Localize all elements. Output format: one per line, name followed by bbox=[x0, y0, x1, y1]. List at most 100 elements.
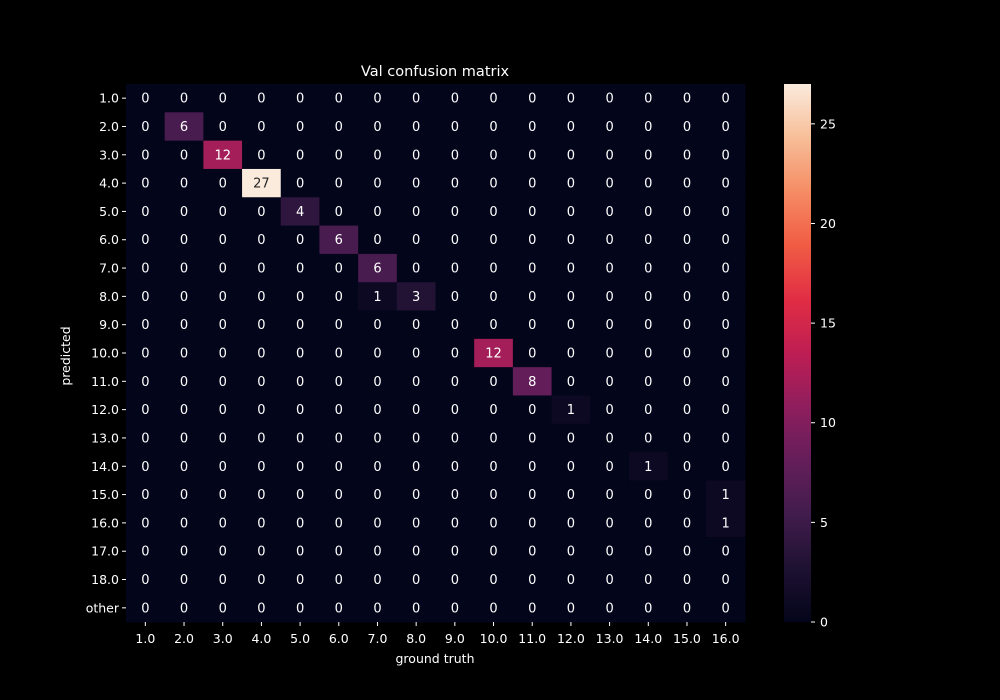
cell-value-label: 0 bbox=[412, 431, 420, 446]
heatmap-cell bbox=[474, 452, 514, 481]
heatmap-cell bbox=[164, 367, 204, 396]
heatmap-cell bbox=[551, 168, 591, 198]
cell-value-label: 3 bbox=[412, 290, 420, 305]
cell-value-label: 0 bbox=[451, 148, 459, 163]
heatmap-cell bbox=[435, 282, 475, 312]
cell-value-label: 0 bbox=[180, 92, 188, 107]
heatmap-cell bbox=[551, 508, 591, 538]
heatmap-cell bbox=[280, 338, 320, 368]
heatmap-cell bbox=[435, 253, 475, 283]
cell-value-label: 0 bbox=[528, 460, 536, 475]
cell-value-label: 0 bbox=[296, 92, 304, 107]
cell-value-label: 0 bbox=[451, 347, 459, 362]
cell-value-label: 0 bbox=[451, 290, 459, 305]
cell-value-label: 0 bbox=[412, 233, 420, 248]
cell-value-label: 0 bbox=[605, 318, 613, 333]
cell-value-label: 0 bbox=[683, 516, 691, 531]
heatmap-cell bbox=[512, 338, 553, 368]
cell-value-label: 0 bbox=[373, 601, 381, 616]
cell-value-label: 0 bbox=[451, 516, 459, 531]
heatmap-cell bbox=[319, 423, 359, 453]
cell-value-label: 0 bbox=[605, 262, 613, 277]
x-tick-label: 5.0 bbox=[290, 631, 310, 646]
cell-value-label: 0 bbox=[528, 488, 536, 503]
heatmap-cell bbox=[628, 282, 669, 312]
heatmap-cell bbox=[280, 480, 320, 510]
heatmap-cell bbox=[512, 282, 553, 312]
cell-value-label: 0 bbox=[683, 347, 691, 362]
cell-value-label: 0 bbox=[296, 375, 304, 390]
heatmap-cell bbox=[667, 367, 707, 396]
cell-value-label: 0 bbox=[489, 318, 497, 333]
heatmap-cell bbox=[628, 593, 669, 623]
heatmap-cell bbox=[280, 565, 320, 595]
heatmap-cell bbox=[435, 112, 475, 142]
colorbar-tick-label: 0 bbox=[820, 615, 828, 630]
heatmap-cell bbox=[358, 84, 398, 113]
cell-value-label: 0 bbox=[605, 347, 613, 362]
cell-value-label: 0 bbox=[644, 148, 652, 163]
cell-value-label: 0 bbox=[412, 516, 420, 531]
x-tick-label: 4.0 bbox=[251, 631, 271, 646]
heatmap-cell bbox=[706, 253, 746, 283]
heatmap-cell bbox=[667, 84, 707, 113]
heatmap-cell bbox=[319, 140, 359, 170]
heatmap-cell bbox=[358, 197, 398, 227]
heatmap-cell bbox=[319, 565, 359, 595]
y-tick-label: 5.0 bbox=[99, 204, 119, 219]
chart-title: Val confusion matrix bbox=[361, 64, 510, 80]
cell-value-label: 0 bbox=[219, 403, 227, 418]
heatmap-cell bbox=[667, 310, 707, 340]
cell-value-label: 0 bbox=[644, 545, 652, 560]
cell-value-label: 0 bbox=[296, 460, 304, 475]
heatmap-cell bbox=[628, 253, 669, 283]
cell-value-label: 0 bbox=[451, 177, 459, 192]
heatmap-cell bbox=[512, 197, 553, 227]
cell-value-label: 0 bbox=[605, 233, 613, 248]
cell-value-label: 0 bbox=[180, 516, 188, 531]
heatmap-cell bbox=[242, 452, 282, 481]
cell-value-label: 0 bbox=[722, 205, 730, 220]
heatmap-cell bbox=[126, 140, 166, 170]
cell-value-label: 0 bbox=[335, 545, 343, 560]
cell-value-label: 0 bbox=[335, 488, 343, 503]
heatmap-cell bbox=[551, 112, 591, 142]
cell-value-label: 0 bbox=[489, 290, 497, 305]
cell-value-label: 0 bbox=[489, 205, 497, 220]
y-tick-label: 16.0 bbox=[91, 515, 119, 530]
heatmap-cell bbox=[319, 508, 359, 538]
heatmap-cell bbox=[706, 112, 746, 142]
cell-value-label: 0 bbox=[296, 120, 304, 135]
cell-value-label: 0 bbox=[257, 347, 265, 362]
heatmap-cell bbox=[319, 84, 359, 113]
cell-value-label: 0 bbox=[257, 431, 265, 446]
heatmap-cell bbox=[628, 565, 669, 595]
heatmap-cell bbox=[358, 480, 398, 510]
cell-value-label: 0 bbox=[489, 177, 497, 192]
cell-value-label: 0 bbox=[180, 205, 188, 220]
cell-value-label: 0 bbox=[335, 375, 343, 390]
cell-value-label: 0 bbox=[605, 375, 613, 390]
heatmap-cell bbox=[242, 480, 282, 510]
cell-value-label: 0 bbox=[683, 318, 691, 333]
heatmap-cell bbox=[435, 338, 475, 368]
heatmap-cell bbox=[203, 423, 243, 453]
heatmap-cell bbox=[667, 168, 707, 198]
heatmap-cell bbox=[280, 225, 320, 255]
cell-value-label: 0 bbox=[257, 290, 265, 305]
heatmap-cell bbox=[396, 508, 436, 538]
y-tick-label: 1.0 bbox=[99, 91, 119, 106]
heatmap-cell bbox=[203, 282, 243, 312]
cell-value-label: 0 bbox=[141, 347, 149, 362]
heatmap-cell bbox=[358, 452, 398, 481]
y-tick-label: 18.0 bbox=[91, 572, 119, 587]
cell-value-label: 0 bbox=[528, 431, 536, 446]
x-tick-label: 12.0 bbox=[557, 631, 585, 646]
heatmap-cell bbox=[164, 395, 204, 425]
cell-value-label: 0 bbox=[605, 148, 613, 163]
heatmap-cell bbox=[358, 282, 398, 312]
heatmap-cell bbox=[242, 310, 282, 340]
cell-value-label: 0 bbox=[722, 262, 730, 277]
cell-value-label: 0 bbox=[219, 601, 227, 616]
cell-value-label: 0 bbox=[489, 516, 497, 531]
